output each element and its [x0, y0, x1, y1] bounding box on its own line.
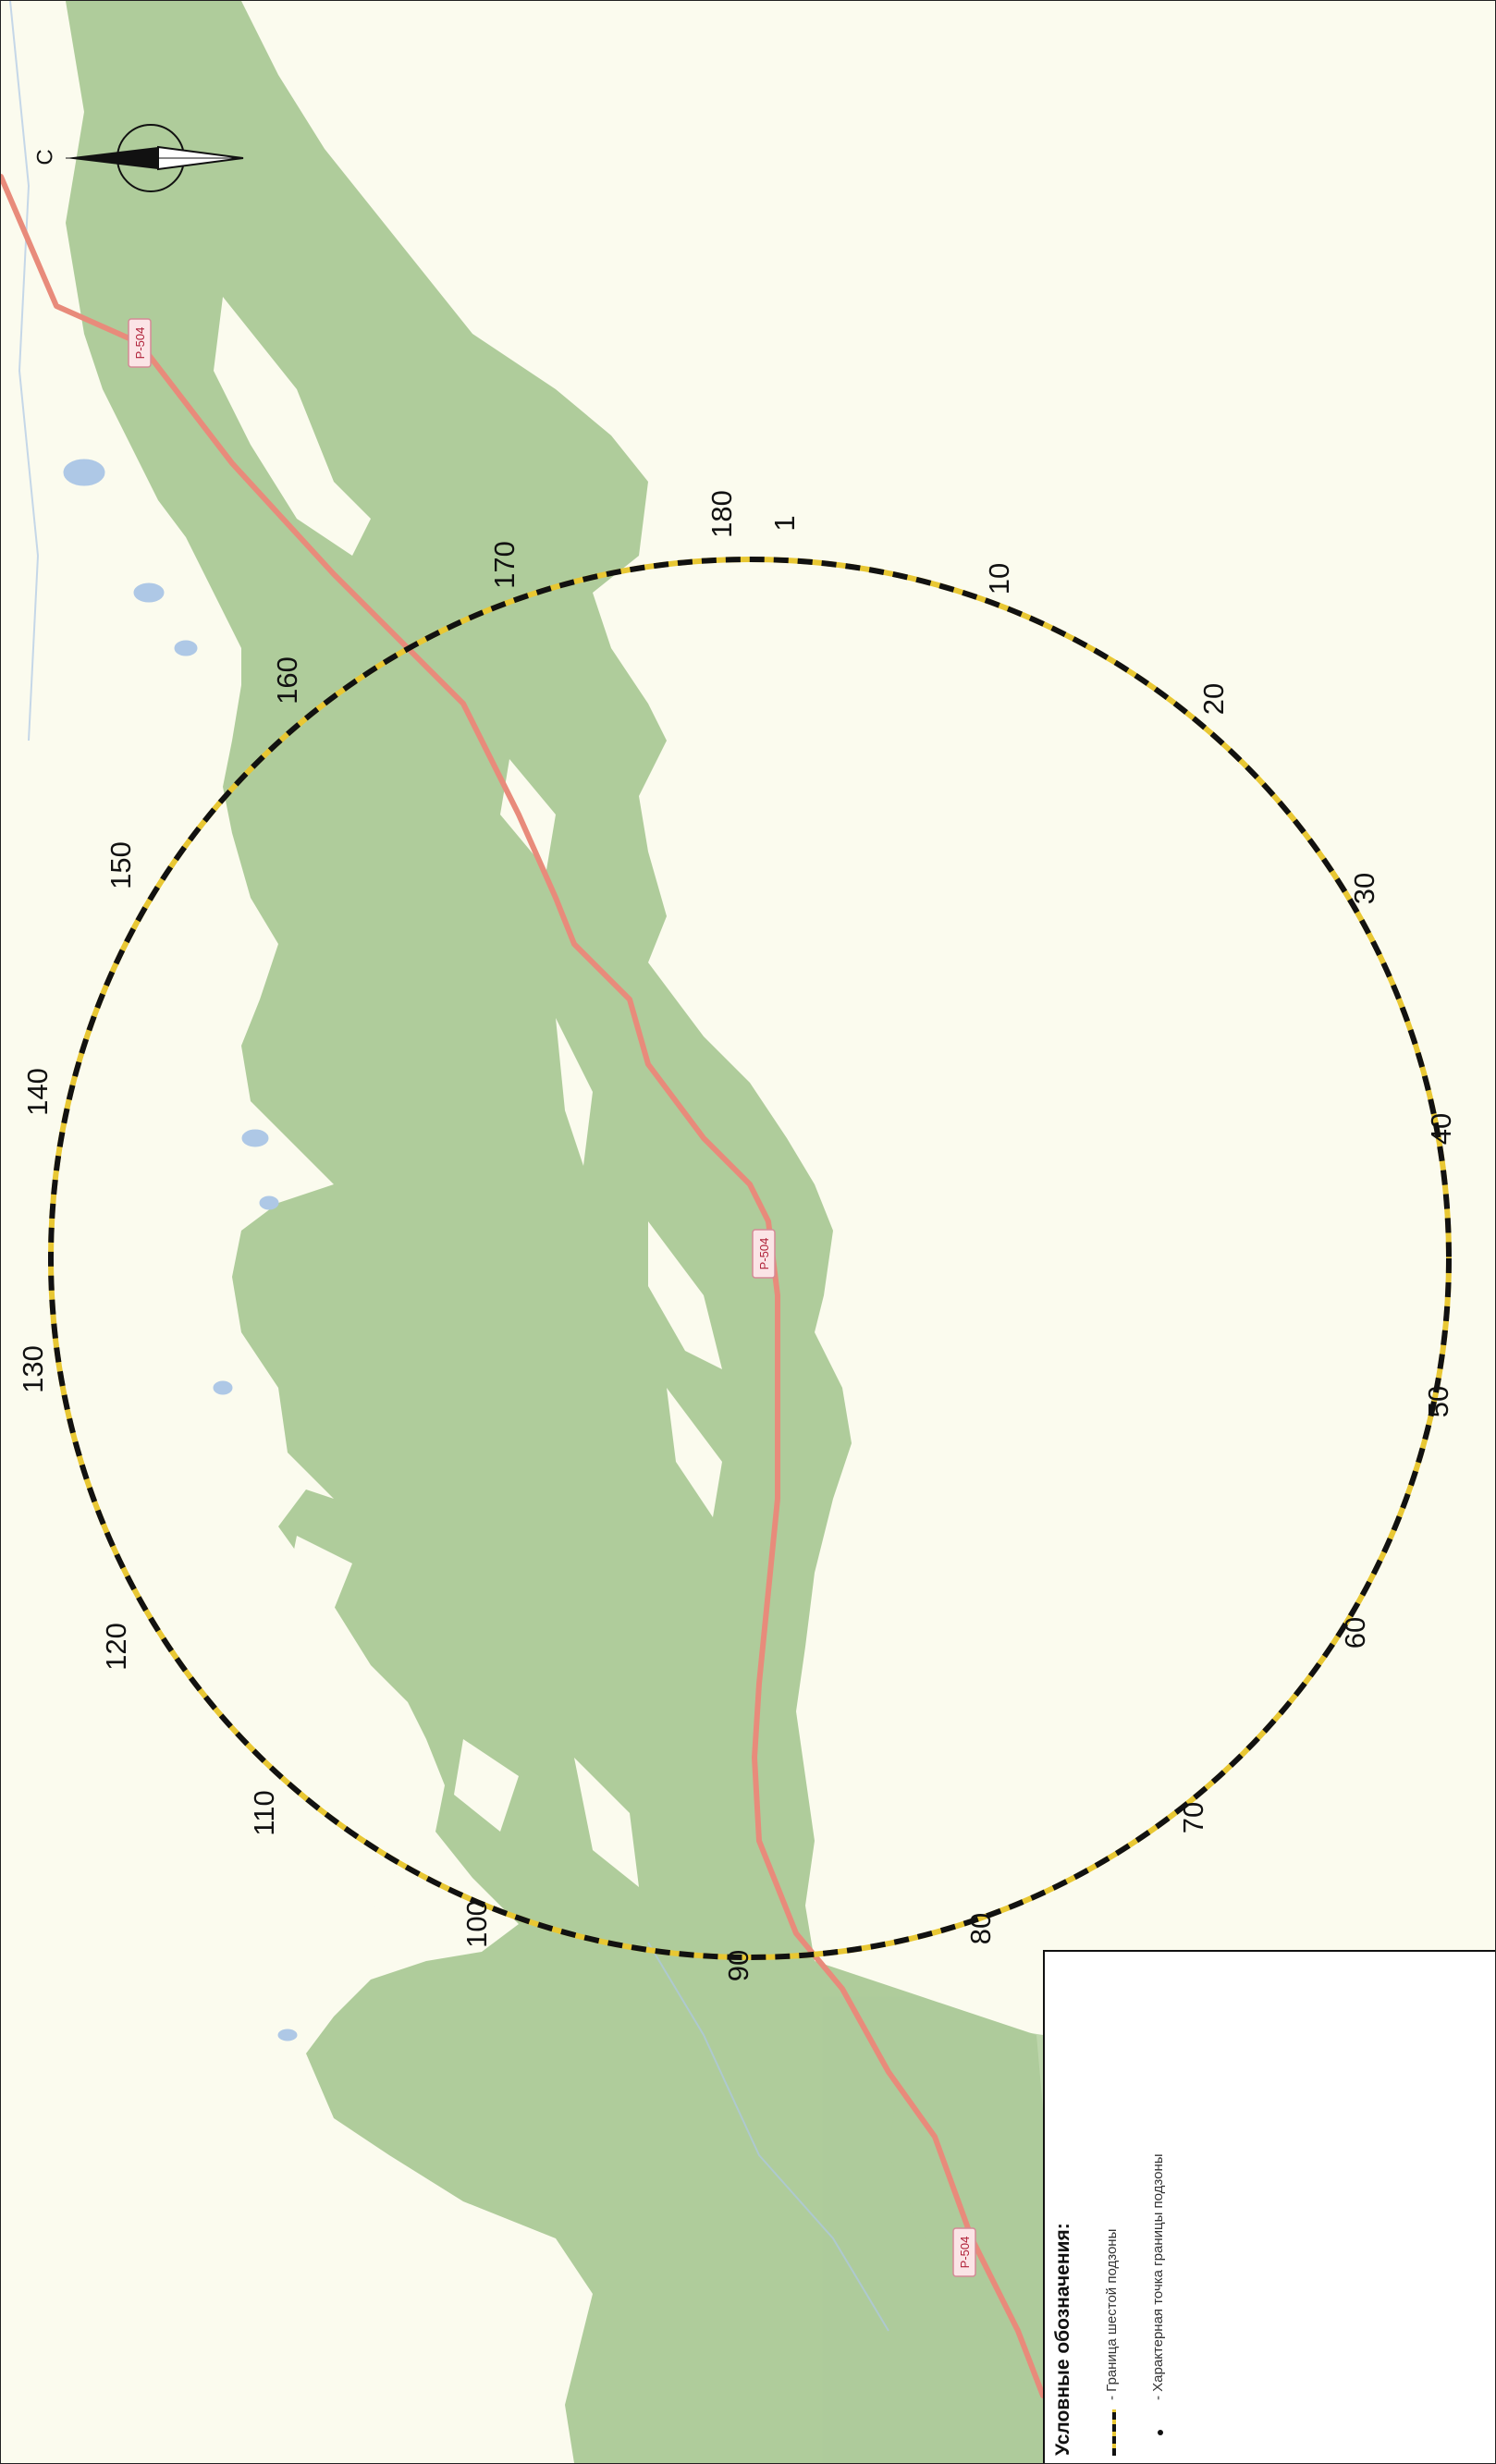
clearings — [214, 297, 722, 1924]
legend-label: - Характерная точка границы подзоны — [1150, 2153, 1166, 2400]
boundary-point-label: 110 — [248, 1790, 280, 1835]
boundary-point-label: 140 — [21, 1068, 54, 1116]
legend-item-point: - Характерная точка границы подзоны — [1147, 1968, 1174, 2463]
road-shield: Р-504 — [128, 318, 152, 368]
boundary-point-label: 60 — [1339, 1617, 1371, 1649]
north-arrow: С — [33, 121, 251, 195]
legend-item-boundary: - Граница шестой подзоны — [1100, 1968, 1128, 2463]
boundary-point-labels: 180 1102030405060708090100110120130140150… — [17, 490, 1457, 1981]
road-label: Р-504 — [133, 327, 147, 360]
boundary-point-label: 90 — [722, 1950, 754, 1981]
boundary-point-label: 30 — [1348, 873, 1380, 904]
north-letter: С — [32, 149, 58, 165]
boundary-point-label: 180 — [705, 490, 738, 538]
boundary-point-label: 150 — [104, 841, 137, 889]
boundary-point-label: 40 — [1425, 1113, 1457, 1145]
subzone-boundary — [48, 557, 1452, 1960]
forest-area — [66, 1, 1043, 2463]
boundary-point-label: 80 — [964, 1913, 997, 1944]
legend-panel: Условные обозначения: - Граница шестой п… — [1043, 1950, 1495, 2463]
boundary-point-label: 170 — [488, 541, 521, 589]
boundary-point-label: 50 — [1422, 1386, 1454, 1417]
boundary-point-label: 130 — [17, 1345, 49, 1393]
boundary-point-label: 160 — [271, 656, 303, 705]
road-label: Р-504 — [958, 2237, 972, 2269]
boundary-point-label: 120 — [100, 1623, 132, 1671]
compass-icon — [66, 124, 244, 192]
water-features — [9, 1, 889, 2332]
boundary-point-label: 70 — [1177, 1802, 1209, 1833]
road-r504 — [1, 174, 1046, 2398]
boundary-point-label: 1 — [768, 515, 801, 531]
dashed-line-icon — [1112, 2409, 1116, 2456]
legend-label: - Граница шестой подзоны — [1104, 2228, 1120, 2400]
dot-icon — [1158, 2430, 1163, 2435]
boundary-point-label: 10 — [983, 563, 1015, 595]
road-label: Р-504 — [757, 1238, 771, 1270]
road-shield: Р-504 — [752, 1229, 776, 1279]
boundary-point-label: 20 — [1197, 683, 1230, 715]
road-shield: Р-504 — [952, 2227, 976, 2277]
boundary-point-label: 100 — [460, 1900, 493, 1948]
legend-content: Условные обозначения: - Граница шестой п… — [1045, 1952, 1495, 2463]
legend-title: Условные обозначения: — [1052, 2223, 1073, 2456]
